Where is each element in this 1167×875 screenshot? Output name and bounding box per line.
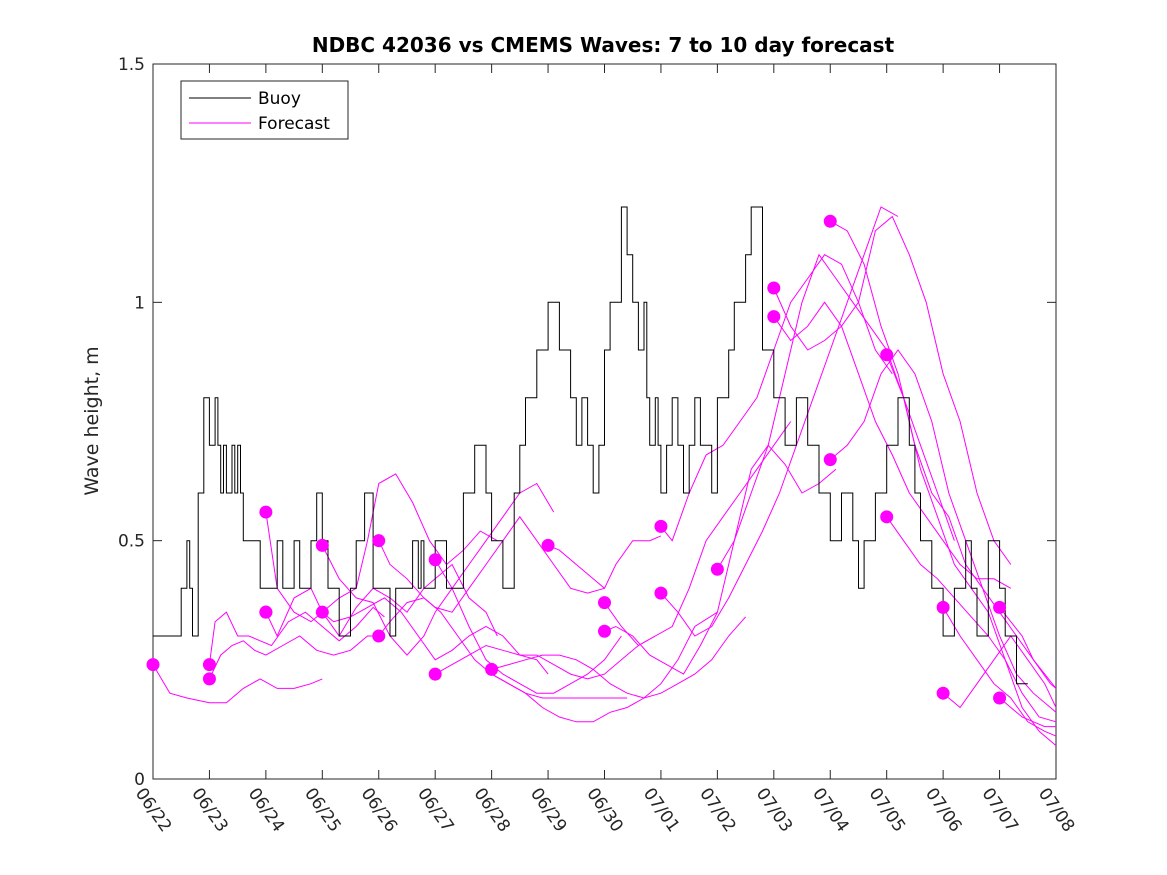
forecast-start-point [372, 629, 386, 643]
forecast-series-line [830, 220, 1057, 689]
forecast-start-point [880, 348, 894, 362]
legend-label-buoy: Buoy [258, 89, 301, 109]
series-layer [152, 206, 1057, 746]
forecast-series-line [491, 611, 718, 723]
forecast-series-line [604, 421, 792, 647]
forecast-start-point [372, 534, 386, 548]
forecast-start-point [315, 605, 329, 619]
forecast-series-line [999, 607, 1057, 689]
forecast-start-point [485, 662, 499, 676]
forecast-start-point [541, 538, 555, 552]
forecast-start-point [880, 510, 894, 524]
forecast-series-line [999, 697, 1056, 728]
forecast-start-point [823, 214, 837, 228]
y-axis-label: Wave height, m [81, 346, 103, 495]
forecast-series-line [660, 206, 899, 637]
forecast-series-line [208, 635, 379, 680]
forecast-series-line [547, 535, 662, 590]
forecast-series-line [773, 215, 1012, 565]
y-tick-label: 0.5 [118, 532, 145, 552]
forecast-start-point [767, 310, 781, 324]
chart-title: NDBC 42036 vs CMEMS Waves: 7 to 10 day f… [312, 33, 895, 57]
forecast-start-point [767, 281, 781, 295]
legend-box [180, 80, 349, 140]
forecast-start-point [654, 519, 668, 533]
y-tick-label: 1.5 [118, 55, 145, 75]
forecast-start-point [259, 505, 273, 519]
legend-label-forecast: Forecast [258, 114, 330, 134]
y-axis: 0 0.5 1 1.5 [118, 55, 1056, 790]
forecast-start-point [202, 658, 216, 672]
forecast-start-point [202, 672, 216, 686]
forecast-start-point [710, 562, 724, 576]
forecast-series-line [942, 607, 1057, 737]
legend: Buoy Forecast [180, 80, 349, 140]
forecast-series-line [829, 349, 1057, 713]
forecast-series-line [208, 606, 385, 665]
forecast-start-point [993, 691, 1007, 705]
forecast-series-line [378, 515, 605, 637]
forecast-start-point [259, 605, 273, 619]
forecast-start-point [993, 600, 1007, 614]
forecast-series-line [886, 516, 1057, 746]
forecast-series-line [604, 444, 837, 675]
forecast-start-point [315, 538, 329, 552]
forecast-series-line [265, 563, 498, 638]
forecast-start-point [428, 553, 442, 567]
forecast-series-line [716, 253, 955, 570]
marker-layer [146, 214, 1007, 705]
forecast-start-point [428, 667, 442, 681]
forecast-start-point [598, 624, 611, 638]
forecast-start-point [936, 686, 950, 700]
forecast-start-point [146, 658, 160, 672]
forecast-start-point [823, 453, 837, 467]
forecast-series-line [942, 635, 1057, 709]
forecast-series-line [434, 635, 656, 680]
forecast-series-line [321, 597, 549, 675]
buoy-series-line [153, 206, 1028, 685]
y-tick-label: 1 [134, 293, 145, 313]
forecast-start-point [598, 596, 611, 610]
forecast-start-point [654, 586, 668, 600]
forecast-series-line [434, 559, 622, 694]
forecast-series-line [152, 664, 323, 704]
y-tick-label: 0 [134, 770, 145, 790]
forecast-series-line [491, 616, 746, 699]
forecast-start-point [936, 600, 950, 614]
